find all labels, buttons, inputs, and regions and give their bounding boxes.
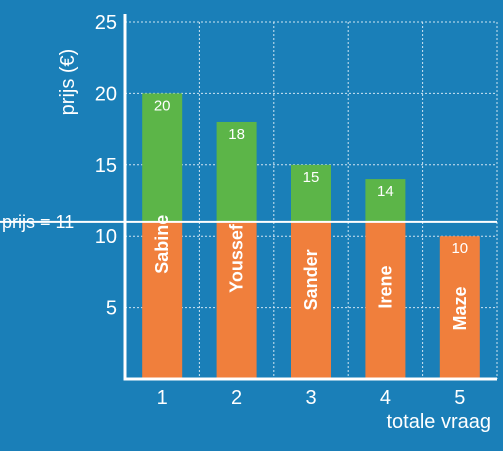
bar-name-label: Sander (301, 249, 321, 310)
bar-youssef: 18 Youssef (216, 121, 257, 379)
x-tick-label: 2 (231, 387, 242, 409)
x-axis-label: totale vraag (386, 411, 491, 433)
bar-sander: 15 Sander (291, 164, 331, 379)
bar-name-label: Youssef (227, 223, 247, 293)
x-tick-labels: 1 2 3 4 5 (157, 387, 466, 409)
bar-irene: 14 Irene (365, 179, 406, 379)
axes (123, 14, 497, 381)
bar-sabine: 20 Sabine (142, 93, 183, 379)
y-axis-label: prijs (€) (57, 49, 79, 116)
bar-value-label: 20 (154, 97, 171, 114)
bar-name-label: Irene (375, 266, 395, 309)
bar-name-label: Maze (450, 286, 470, 330)
bar-segment-below-price (216, 221, 257, 379)
bar-segment-above-price (291, 164, 331, 222)
x-tick-label: 1 (157, 387, 168, 409)
bar-value-label: 14 (377, 183, 394, 200)
price-line-label: prijs = 11 (2, 212, 74, 232)
y-tick-label: 10 (95, 226, 117, 248)
bar-value-label: 15 (303, 169, 320, 186)
bar-segment-below-price (291, 221, 331, 379)
x-tick-label: 3 (305, 387, 316, 409)
bar-value-label: 10 (451, 240, 468, 257)
bar-maze: 10 Maze (439, 236, 480, 379)
y-tick-label: 5 (106, 298, 117, 320)
x-tick-label: 4 (380, 387, 391, 409)
y-tick-label: 20 (95, 83, 117, 105)
bar-segment-below-price (439, 236, 480, 379)
x-tick-label: 5 (454, 387, 465, 409)
y-tick-label: 15 (95, 155, 117, 177)
bar-segment-below-price (365, 221, 406, 379)
bar-segment-above-price (365, 179, 406, 222)
bar-segment-above-price (216, 121, 257, 222)
bar-value-label: 18 (228, 126, 245, 143)
y-tick-label: 25 (95, 12, 117, 34)
bar-name-label: Sabine (152, 215, 172, 274)
bar-segment-below-price (142, 221, 183, 379)
bar-segment-above-price (142, 93, 183, 222)
y-tick-labels: 5 10 15 20 25 (95, 12, 117, 320)
bars: 20 Sabine 18 Youssef 15 Sander 14 Irene 10 Maze (142, 93, 480, 379)
